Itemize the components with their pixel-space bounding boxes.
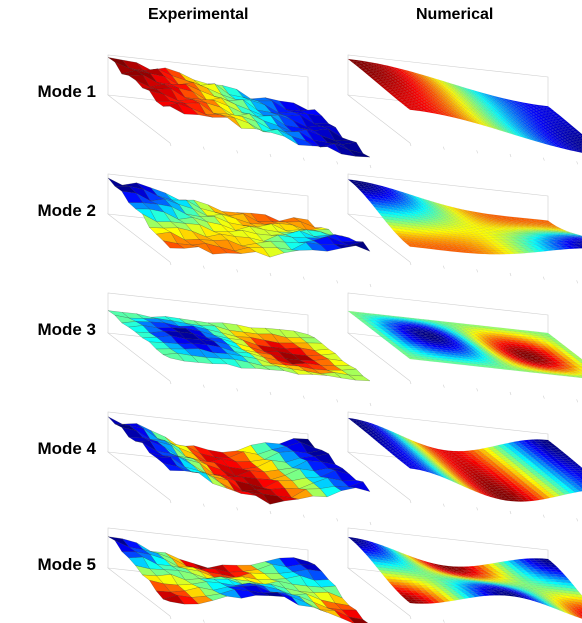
surface-mesh — [348, 179, 582, 254]
surface-mesh — [108, 311, 370, 381]
experimental-mode-1-surface — [98, 45, 338, 150]
surface-mesh — [108, 57, 370, 157]
numerical-mode-1-surface — [338, 45, 578, 150]
numerical-mode-3-surface — [338, 283, 578, 388]
surface-mesh — [108, 417, 370, 505]
mode-3-label: Mode 3 — [8, 320, 96, 340]
numerical-mode-2-surface — [338, 164, 578, 269]
mode-1-label: Mode 1 — [8, 82, 96, 102]
surface-mesh — [108, 537, 370, 623]
numerical-mode-5-surface — [338, 518, 578, 623]
experimental-mode-2-surface — [98, 164, 338, 269]
numerical-mode-4-surface — [338, 402, 578, 507]
mode-2-label: Mode 2 — [8, 201, 96, 221]
surface-mesh — [108, 178, 370, 257]
mode-5-label: Mode 5 — [8, 555, 96, 575]
numerical-column-title: Numerical — [416, 6, 493, 24]
surface-mesh — [348, 311, 582, 381]
experimental-mode-4-surface — [98, 402, 338, 507]
surface-mesh — [348, 59, 582, 157]
mode-4-label: Mode 4 — [8, 439, 96, 459]
experimental-column-title: Experimental — [148, 6, 248, 24]
surface-mesh — [348, 418, 582, 502]
experimental-mode-3-surface — [98, 283, 338, 388]
experimental-mode-5-surface — [98, 518, 338, 623]
